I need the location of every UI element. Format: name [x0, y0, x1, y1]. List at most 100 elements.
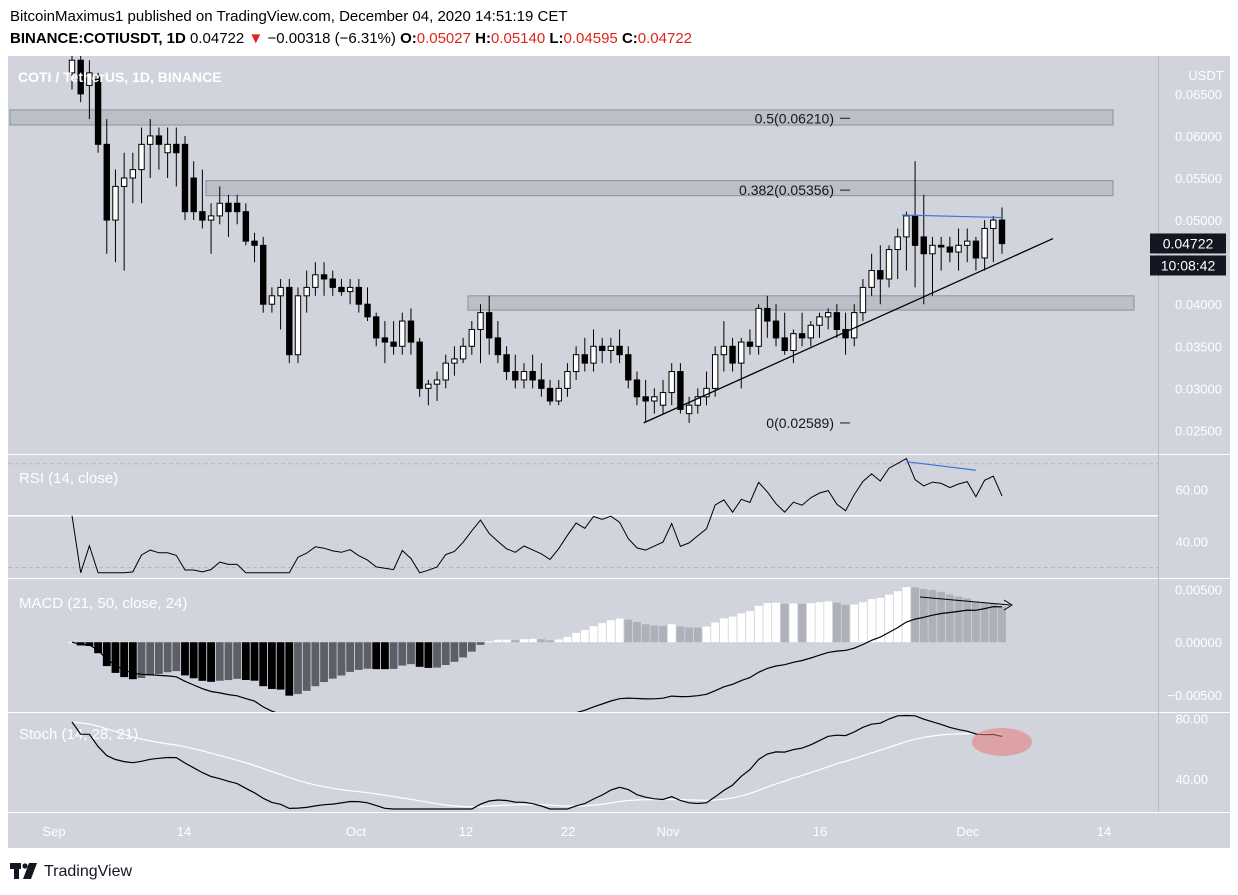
candle-body	[373, 316, 380, 339]
chart-canvas[interactable]: 0.5(0.06210) 0.382(0.05356) 0(0.02589) COTI…	[8, 51, 1230, 848]
fib-level-label: 0(0.02589)	[766, 415, 834, 431]
time-tick-label: 14	[1097, 824, 1111, 839]
macd-histogram-bar	[806, 603, 815, 643]
candle-body	[555, 387, 562, 402]
macd-histogram-bar	[85, 642, 94, 646]
macd-histogram-bar	[172, 642, 181, 672]
macd-histogram-bar	[876, 597, 885, 643]
footer-brand: TradingView	[44, 863, 133, 880]
macd-histogram-bar	[780, 603, 789, 643]
macd-tick-label: −0.00500	[1167, 688, 1222, 703]
macd-histogram-bar	[267, 642, 276, 689]
resistance-zone	[205, 180, 1114, 197]
low-value: 0.04595	[563, 30, 618, 47]
macd-histogram-bar	[137, 642, 146, 678]
macd-histogram-bar	[763, 603, 772, 643]
rsi-tick-label: 40.00	[1175, 535, 1208, 550]
rsi-line	[71, 457, 1003, 574]
candle-body	[86, 72, 93, 86]
macd-histogram-bar	[972, 602, 980, 643]
macd-histogram-bar	[146, 642, 155, 676]
candle-body	[625, 354, 632, 381]
macd-histogram-bar	[824, 601, 833, 643]
candle-body	[459, 345, 467, 360]
candle-body	[433, 379, 441, 385]
candle-body	[138, 143, 145, 171]
macd-histogram-bar	[546, 640, 554, 643]
macd-histogram-bar	[485, 641, 494, 643]
candle-body	[512, 371, 519, 381]
candle-body	[120, 177, 128, 187]
price-tick-label: 0.05000	[1175, 213, 1222, 228]
stoch-k-line	[71, 714, 1003, 810]
candle-body	[659, 392, 667, 406]
symbol-line: BINANCE:COTIUSDT, 1D 0.04722 ▼ −0.00318 …	[10, 30, 692, 47]
macd-histogram-bar	[215, 642, 224, 681]
countdown-box	[1150, 255, 1226, 276]
macd-histogram-bar	[589, 626, 598, 643]
candle-body	[538, 379, 545, 389]
macd-histogram-bar	[606, 620, 615, 643]
macd-histogram-bar	[850, 604, 859, 643]
macd-histogram-bar	[702, 626, 711, 643]
price-tick-label: 0.02500	[1175, 423, 1222, 438]
candle-body	[998, 219, 1006, 245]
macd-tick-label: 0.00500	[1175, 582, 1222, 597]
macd-histogram-bar	[711, 622, 720, 643]
highlight-circle	[972, 728, 1032, 756]
candle-body	[677, 371, 684, 410]
stoch-tick-label: 40.00	[1175, 772, 1208, 787]
candle-body	[303, 286, 310, 297]
macd-histogram-bar	[441, 642, 450, 666]
time-tick-label: 14	[177, 824, 191, 839]
close-value: 0.04722	[637, 30, 693, 47]
candle-body	[416, 341, 423, 389]
candle-body	[703, 387, 710, 398]
rsi-label: RSI (14, close)	[19, 470, 118, 487]
candle-body	[859, 286, 867, 314]
down-arrow-icon: ▼	[248, 30, 264, 47]
macd-histogram-bar	[467, 642, 476, 652]
time-tick-label: Oct	[346, 824, 367, 839]
macd-histogram-bar	[163, 642, 172, 673]
chart-area[interactable]: 0.5(0.06210) 0.382(0.05356) 0(0.02589) COTI…	[8, 51, 1230, 848]
stoch-label: Stoch (14, 28, 21)	[19, 726, 138, 743]
candle-body	[477, 312, 484, 330]
macd-histogram-bar	[737, 613, 746, 643]
candle-body	[911, 215, 919, 246]
candle-body	[868, 270, 875, 288]
candle-body	[164, 143, 171, 154]
last-price-box	[1150, 233, 1226, 254]
macd-histogram-bar	[667, 624, 676, 643]
candle-body	[520, 371, 528, 381]
macd-histogram-bar	[198, 642, 207, 681]
macd-histogram-bar	[493, 639, 502, 643]
ascending-trendline	[643, 237, 1054, 424]
candle-body	[607, 345, 615, 352]
macd-histogram-bar	[311, 642, 320, 687]
candle-body	[590, 345, 597, 364]
macd-histogram-bar	[772, 602, 780, 643]
candle-body	[68, 59, 76, 74]
macd-histogram-bar	[728, 616, 737, 643]
candle-body	[390, 341, 397, 347]
candle-body	[494, 337, 502, 356]
macd-histogram-bar	[363, 642, 372, 669]
macd-histogram-bar	[181, 642, 189, 676]
macd-histogram-bar	[415, 642, 424, 667]
macd-histogram-bar	[693, 627, 702, 643]
last-price: 0.04722	[190, 30, 245, 47]
macd-histogram-bar	[615, 618, 624, 643]
candle-body	[851, 312, 858, 339]
candle-body	[486, 312, 493, 339]
candle-body	[833, 312, 841, 330]
macd-histogram-bar	[120, 642, 129, 678]
candle-body	[572, 354, 580, 373]
macd-histogram-bar	[867, 599, 876, 643]
macd-histogram-bar	[937, 591, 946, 643]
candle-body	[937, 244, 945, 248]
macd-line	[71, 606, 1003, 712]
close-label: C:	[621, 30, 638, 47]
macd-histogram-bar	[476, 642, 485, 645]
countdown-label: 10:08:42	[1161, 257, 1216, 273]
